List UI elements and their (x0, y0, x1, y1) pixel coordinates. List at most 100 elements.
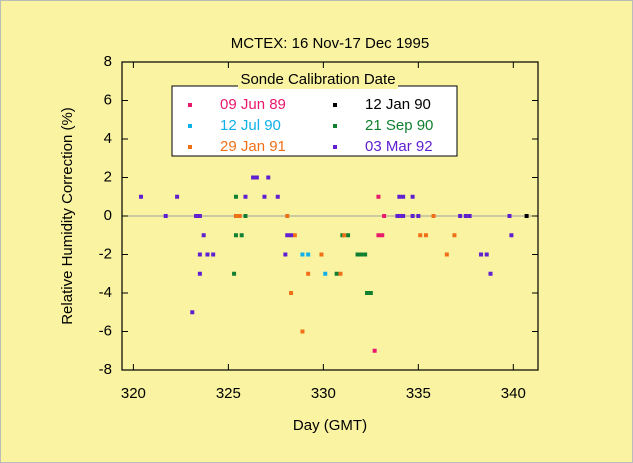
point (431, 214, 436, 218)
legend-label: 21 Sep 90 (365, 117, 433, 134)
legend-marker (188, 124, 192, 128)
point (232, 271, 237, 276)
point (507, 214, 512, 218)
point (334, 271, 339, 276)
point (306, 252, 311, 257)
point (300, 329, 305, 334)
point (201, 233, 206, 238)
point (359, 252, 364, 257)
point (197, 214, 202, 218)
point (410, 194, 415, 199)
x-tick-label: 325 (216, 385, 241, 402)
point (197, 252, 202, 257)
point (254, 175, 259, 180)
point (524, 214, 529, 218)
legend-title: Sonde Calibration Date (240, 71, 395, 88)
point (376, 233, 381, 238)
point (233, 233, 238, 238)
point (266, 175, 271, 180)
x-axis-label: Day (GMT) (293, 417, 367, 434)
point (197, 271, 202, 276)
point (275, 194, 280, 199)
point (205, 252, 210, 257)
y-tick-label: 8 (104, 53, 112, 70)
y-tick-label: -2 (99, 245, 112, 262)
point (363, 252, 368, 257)
point (319, 252, 324, 257)
point (306, 271, 311, 276)
point (194, 214, 199, 218)
point (355, 252, 360, 257)
point (365, 291, 370, 295)
point (376, 194, 381, 199)
x-tick-label: 320 (121, 385, 146, 402)
point (488, 271, 493, 276)
point (410, 214, 415, 218)
legend-marker (333, 145, 337, 149)
point (342, 233, 347, 238)
legend-marker (333, 103, 337, 107)
legend-marker (333, 124, 337, 128)
y-tick-label: 2 (104, 168, 112, 185)
legend-title-bg (238, 71, 398, 89)
point (211, 252, 216, 257)
legend-label: 12 Jul 90 (220, 117, 281, 134)
point (190, 310, 195, 315)
point (243, 194, 248, 199)
point (262, 194, 267, 199)
point (380, 233, 385, 238)
point (289, 233, 294, 238)
legend-label: 09 Jun 89 (220, 96, 286, 113)
y-axis-label: Relative Humidity Correction (%) (59, 107, 76, 325)
point (484, 252, 489, 257)
chart-title: MCTEX: 16 Nov-17 Dec 1995 (231, 35, 429, 52)
y-tick-label: 4 (104, 130, 112, 147)
point (416, 214, 421, 218)
point (418, 233, 423, 238)
point (233, 214, 238, 218)
point (467, 214, 472, 218)
point (251, 175, 256, 180)
point (285, 214, 290, 218)
point (175, 194, 180, 199)
point (243, 214, 248, 218)
point (372, 348, 377, 353)
point (237, 214, 242, 218)
point (397, 214, 402, 218)
point (323, 271, 328, 276)
point (289, 291, 294, 295)
y-tick-label: -6 (99, 322, 112, 339)
legend-marker (188, 103, 192, 107)
point (138, 194, 143, 199)
x-tick-label: 340 (501, 385, 526, 402)
y-tick-label: 6 (104, 91, 112, 108)
point (239, 233, 244, 238)
point (285, 233, 290, 238)
point (463, 214, 468, 218)
legend-marker (188, 145, 192, 149)
y-tick-label: -4 (99, 284, 112, 301)
point (423, 233, 428, 238)
x-tick-label: 335 (406, 385, 431, 402)
point (163, 214, 168, 218)
point (292, 233, 297, 238)
point (401, 194, 406, 199)
point (283, 252, 288, 257)
point (444, 252, 449, 257)
point (382, 214, 387, 218)
point (300, 252, 305, 257)
point (458, 214, 463, 218)
y-tick-label: 0 (104, 207, 112, 224)
point (452, 233, 457, 238)
point (368, 291, 373, 295)
point (509, 233, 514, 238)
legend-label: 29 Jan 91 (220, 138, 286, 155)
legend-label: 12 Jan 90 (365, 96, 431, 113)
point (397, 194, 402, 199)
legend-label: 03 Mar 92 (365, 138, 433, 155)
point (401, 214, 406, 218)
legend-box (171, 85, 458, 157)
x-tick-label: 330 (311, 385, 336, 402)
y-tick-label: -8 (99, 361, 112, 378)
